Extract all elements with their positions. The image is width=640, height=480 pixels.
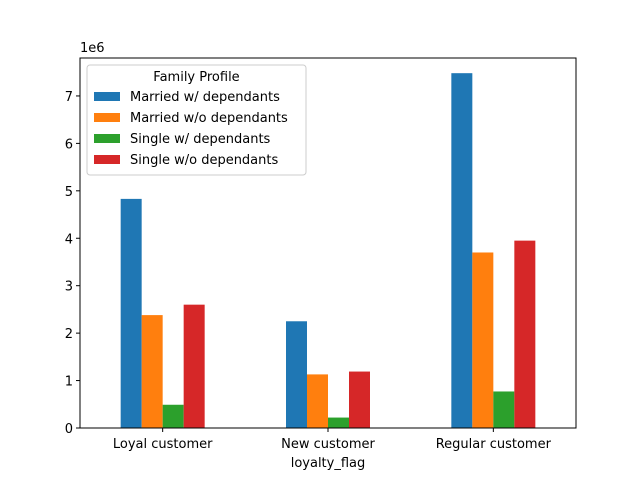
y-tick-label-6: 6 xyxy=(65,137,73,152)
bar-1-2 xyxy=(328,417,349,428)
y-axis-multiplier: 1e6 xyxy=(80,41,105,56)
x-axis: Loyal customer New customer Regular custom… xyxy=(113,428,552,452)
bar-2-0 xyxy=(451,73,473,428)
legend-label-0: Married w/ dependants xyxy=(130,90,280,105)
legend-swatch-0 xyxy=(94,92,120,101)
x-tick-label-0: Loyal customer xyxy=(113,437,213,452)
legend-title: Family Profile xyxy=(153,70,239,85)
x-tick-label-1: New customer xyxy=(281,437,375,452)
bar-1-0 xyxy=(286,321,307,428)
bar-2-1 xyxy=(472,252,494,428)
legend-label-3: Single w/o dependants xyxy=(130,153,278,168)
y-tick-label-7: 7 xyxy=(65,90,73,105)
bar-0-1 xyxy=(141,315,163,428)
bar-0-3 xyxy=(183,304,205,428)
bar-0-2 xyxy=(162,404,184,428)
bars-group xyxy=(120,73,536,428)
bar-0-0 xyxy=(120,198,142,428)
bar-1-1 xyxy=(307,374,328,428)
y-axis: 0 1 2 3 4 5 6 7 xyxy=(65,90,80,437)
y-tick-label-4: 4 xyxy=(65,232,73,247)
legend-swatch-3 xyxy=(94,155,120,164)
legend-label-1: Married w/o dependants xyxy=(130,111,288,126)
x-axis-title: loyalty_flag xyxy=(291,456,366,471)
bar-2-3 xyxy=(514,240,536,428)
legend: Family Profile Married w/ dependants Marri… xyxy=(86,64,307,176)
y-tick-label-1: 1 xyxy=(65,375,73,390)
legend-swatch-2 xyxy=(94,134,120,143)
bar-1-3 xyxy=(349,371,370,428)
bar-2-2 xyxy=(493,391,515,428)
y-tick-label-0: 0 xyxy=(65,422,73,437)
y-tick-label-3: 3 xyxy=(65,280,73,295)
legend-label-2: Single w/ dependants xyxy=(130,132,271,147)
y-tick-label-2: 2 xyxy=(65,327,73,342)
x-tick-label-2: Regular customer xyxy=(436,437,552,452)
legend-swatch-1 xyxy=(94,113,120,122)
y-tick-label-5: 5 xyxy=(65,185,73,200)
legend-box xyxy=(86,64,307,176)
